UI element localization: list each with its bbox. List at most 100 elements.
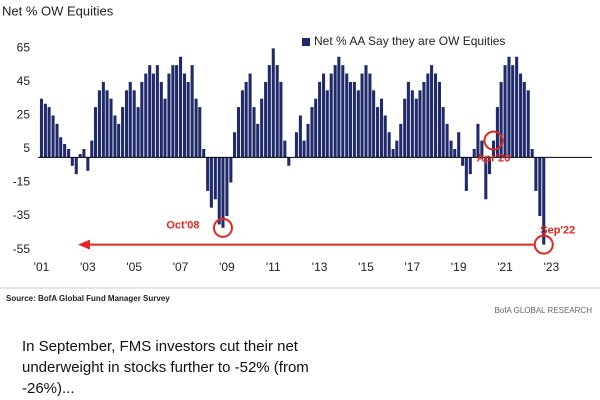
bar — [383, 115, 387, 158]
bar — [294, 132, 298, 158]
bar — [206, 157, 210, 191]
bar — [244, 81, 248, 158]
bar — [74, 157, 78, 175]
bar — [426, 73, 430, 158]
bar — [522, 81, 526, 158]
bar — [306, 123, 310, 158]
bar — [90, 140, 94, 158]
bar — [464, 157, 468, 191]
bar — [151, 73, 155, 158]
x-tick-label: '21 — [497, 260, 513, 274]
bar — [403, 98, 407, 158]
annotation-label: Oct'08 — [166, 220, 199, 232]
bar — [414, 98, 418, 158]
bar — [279, 81, 283, 158]
bar — [410, 90, 414, 158]
credit: BofA GLOBAL RESEARCH — [494, 306, 592, 315]
chart: Net % OW Equities Source: BofA Global Fu… — [0, 3, 600, 315]
x-tick-label: '19 — [451, 260, 467, 274]
bar — [256, 123, 260, 158]
bar — [202, 149, 206, 158]
x-tick-label: '07 — [173, 260, 189, 274]
bar — [39, 98, 44, 158]
bar — [314, 98, 318, 158]
x-tick-label: '17 — [405, 260, 421, 274]
bar — [318, 81, 322, 158]
bar — [449, 140, 453, 158]
bar — [519, 73, 523, 158]
bar — [117, 123, 121, 158]
bar — [534, 157, 538, 191]
y-tick-label: 65 — [17, 41, 31, 55]
bar — [364, 65, 368, 158]
bar — [194, 98, 198, 158]
bar — [480, 140, 484, 158]
y-tick-label: -15 — [13, 175, 31, 189]
source: Source: BofA Global Fund Manager Survey — [6, 294, 170, 303]
bar — [395, 140, 399, 158]
bar — [302, 140, 306, 158]
annotation-circle — [533, 234, 554, 255]
bar — [399, 123, 403, 158]
bar — [445, 123, 449, 158]
bar — [542, 157, 546, 245]
x-tick-label: '09 — [219, 260, 235, 274]
bar — [121, 107, 125, 158]
bar — [275, 65, 279, 158]
bar — [248, 73, 252, 158]
x-tick-label: '01 — [34, 260, 50, 274]
bar — [422, 81, 426, 158]
bar — [484, 157, 488, 200]
chart-title: Net % OW Equities — [2, 3, 114, 18]
bar — [171, 65, 175, 158]
bar — [372, 90, 376, 158]
bar — [225, 157, 229, 217]
annotation-label: Apr'20 — [477, 153, 511, 165]
bar — [221, 157, 225, 228]
y-tick-label: 45 — [17, 74, 31, 88]
bar — [530, 149, 534, 158]
bar — [329, 73, 333, 158]
y-tick-label: 5 — [23, 141, 30, 155]
bar — [507, 56, 511, 158]
bar — [128, 81, 132, 158]
bar — [406, 81, 410, 158]
y-tick-label: 25 — [17, 108, 31, 122]
bar — [182, 73, 187, 158]
bar — [93, 107, 98, 158]
bar — [337, 56, 341, 158]
bar — [190, 65, 194, 158]
bar — [186, 81, 190, 158]
bar — [55, 123, 59, 158]
bar — [267, 65, 271, 158]
x-tick-label: '05 — [126, 260, 142, 274]
bar — [233, 132, 237, 158]
x-tick-label: '03 — [80, 260, 96, 274]
bar — [322, 73, 326, 158]
bar — [283, 140, 287, 158]
bar — [472, 149, 476, 158]
bar — [298, 115, 302, 158]
bar — [252, 107, 256, 158]
bar — [433, 73, 438, 158]
x-tick-label: '11 — [266, 260, 281, 274]
caption: In September, FMS investors cut their ne… — [22, 338, 309, 397]
annotation-circle — [212, 217, 233, 238]
bar — [341, 65, 345, 158]
x-tick-label: '13 — [312, 260, 328, 274]
bar — [63, 143, 67, 158]
bar — [159, 81, 163, 158]
bar — [345, 73, 349, 158]
bar — [368, 73, 372, 158]
x-tick-label: '15 — [358, 260, 374, 274]
bar — [387, 132, 391, 158]
bar — [136, 107, 140, 158]
bar — [461, 157, 465, 166]
bar — [125, 90, 129, 158]
bar — [457, 132, 461, 158]
bar — [503, 65, 507, 158]
bar — [198, 107, 202, 158]
legend-label: Net % AA Say they are OW Equities — [314, 34, 505, 48]
bar — [217, 157, 221, 225]
bar — [391, 149, 395, 158]
